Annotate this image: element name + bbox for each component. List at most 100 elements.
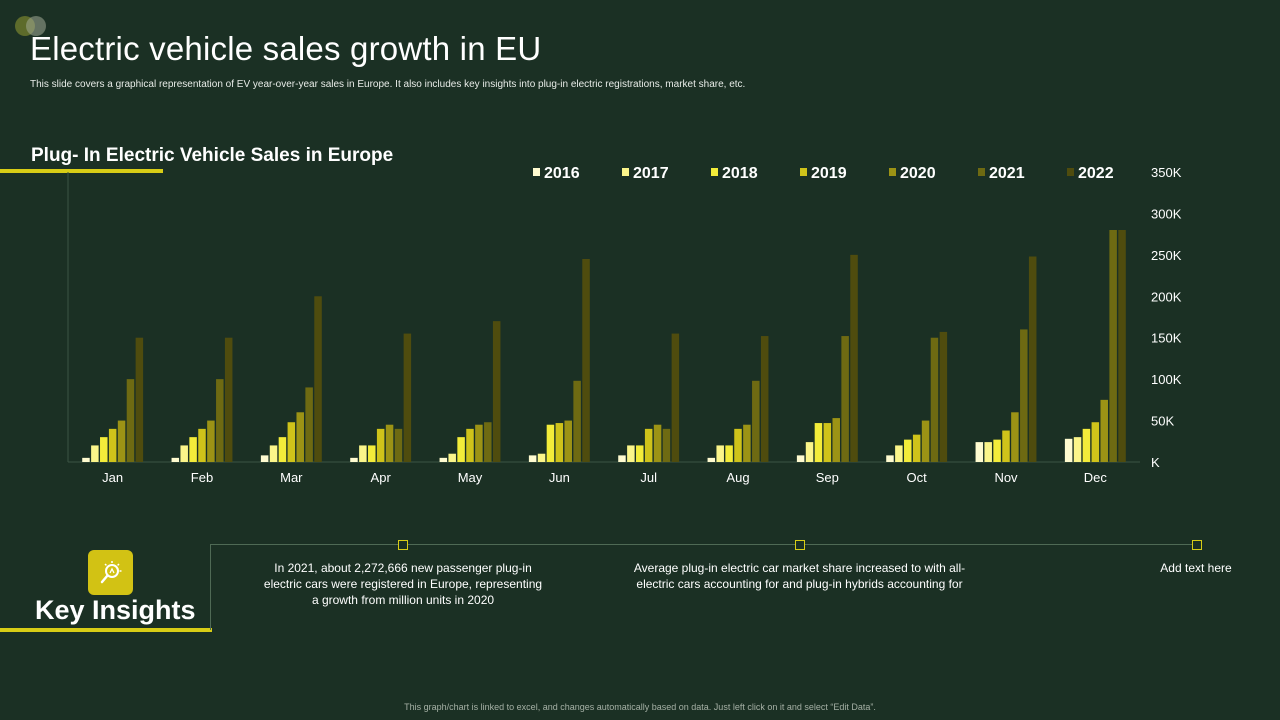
bar-2017-jan	[91, 445, 99, 462]
x-tick-label: Dec	[1084, 470, 1108, 485]
bar-2021-nov	[1020, 329, 1028, 462]
bar-2022-may	[492, 321, 501, 462]
bar-2016-dec	[1064, 438, 1073, 462]
bar-2017-oct	[895, 445, 903, 462]
bar-2019-jul	[644, 428, 653, 462]
legend-label: 2016	[544, 165, 580, 182]
bar-2016-jan	[82, 457, 90, 462]
legend-label: 2021	[989, 165, 1025, 182]
bar-2019-sep	[823, 423, 832, 462]
bar-2022-mar	[314, 296, 322, 462]
bar-2022-apr	[403, 333, 412, 462]
x-tick-label: May	[458, 470, 483, 485]
timeline-node	[1192, 540, 1202, 550]
y-tick-label: K	[1151, 455, 1160, 470]
lightbulb-search-icon	[100, 560, 121, 583]
bar-2019-may	[466, 428, 474, 462]
insight-text-2[interactable]: Average plug-in electric car market shar…	[633, 561, 966, 591]
bar-2022-jan	[135, 337, 144, 462]
bar-2019-jan	[108, 428, 117, 462]
insights-icon-box	[88, 550, 133, 595]
footer-note: This graph/chart is linked to excel, and…	[404, 702, 876, 712]
bar-2016-sep	[796, 455, 805, 462]
bar-2019-jun	[555, 423, 564, 462]
bar-2018-feb	[189, 437, 197, 462]
insights-divider	[210, 544, 211, 630]
bar-2018-dec	[1082, 428, 1091, 462]
bar-2019-aug	[734, 428, 742, 462]
bar-2017-nov	[984, 442, 992, 462]
bar-2016-mar	[260, 455, 269, 462]
bar-2018-jan	[100, 437, 108, 462]
bar-2018-mar	[278, 437, 287, 462]
bar-2020-dec	[1100, 399, 1108, 462]
bar-2017-jul	[627, 445, 635, 462]
x-tick-label: Jun	[549, 470, 570, 485]
x-tick-label: Nov	[994, 470, 1018, 485]
bar-2022-dec	[1118, 230, 1126, 462]
x-tick-label: Sep	[816, 470, 839, 485]
y-tick-label: 150K	[1151, 331, 1182, 346]
insights-timeline	[211, 544, 1197, 545]
page-title: Electric vehicle sales growth in EU	[30, 30, 542, 67]
legend-label: 2022	[1078, 165, 1114, 182]
legend-label: 2018	[722, 165, 758, 182]
bar-2021-aug	[752, 380, 760, 462]
bar-2020-apr	[385, 424, 394, 462]
legend-swatch-2017	[622, 168, 629, 176]
bar-2016-apr	[350, 457, 358, 462]
bar-2018-oct	[904, 439, 912, 462]
bar-2019-feb	[198, 428, 206, 462]
bar-2017-sep	[805, 442, 814, 462]
bar-2017-jun	[537, 453, 546, 462]
bar-2021-sep	[841, 336, 849, 462]
chart-title: Plug- In Electric Vehicle Sales in Europ…	[31, 145, 394, 166]
legend-label: 2019	[811, 165, 847, 182]
bar-2017-mar	[269, 445, 278, 462]
y-tick-label: 250K	[1151, 248, 1182, 263]
bar-2016-jul	[618, 455, 626, 462]
bar-2020-oct	[921, 420, 930, 462]
bar-2016-may	[439, 457, 448, 462]
bar-2020-aug	[743, 424, 751, 462]
sales-bar-chart[interactable]: K 50K 100K 150K 200K 250K 300K 350K Jan Feb Mar Apr…	[0, 150, 1280, 495]
bar-2021-jul	[662, 428, 671, 462]
x-tick-label: Jan	[102, 470, 123, 485]
bar-2021-jun	[573, 380, 581, 462]
bar-2021-jan	[126, 379, 135, 462]
bar-2018-sep	[814, 423, 823, 462]
bar-2019-nov	[1002, 430, 1010, 462]
legend-swatch-2022	[1067, 168, 1074, 176]
legend-swatch-2021	[978, 168, 985, 176]
bar-2020-mar	[296, 412, 304, 462]
x-tick-label: Feb	[191, 470, 213, 485]
legend-label: 2020	[900, 165, 936, 182]
bar-2018-jul	[636, 445, 644, 462]
bar-2022-aug	[760, 336, 769, 462]
bar-2022-jul	[671, 333, 680, 462]
insight-text-3[interactable]: Add text here	[1160, 561, 1232, 575]
bar-2021-oct	[930, 337, 939, 462]
bar-2016-nov	[975, 442, 984, 462]
brand-logo	[15, 16, 51, 38]
y-tick-label: 350K	[1151, 165, 1182, 180]
bar-2020-jun	[564, 420, 572, 462]
bar-2021-dec	[1109, 230, 1117, 462]
bar-2017-aug	[716, 445, 724, 462]
bar-2021-may	[484, 422, 492, 462]
y-tick-label: 50K	[1151, 414, 1174, 429]
bar-2022-jun	[582, 259, 590, 462]
insight-text-1[interactable]: In 2021, about 2,272,666 new passenger p…	[263, 561, 543, 607]
bar-2021-mar	[305, 387, 313, 462]
bar-2020-may	[475, 424, 483, 462]
legend-label: 2017	[633, 165, 669, 182]
bar-2020-sep	[832, 418, 840, 462]
bar-2022-feb	[224, 337, 233, 462]
insights-title: Key Insights	[35, 595, 196, 625]
timeline-node	[398, 540, 408, 550]
bar-2016-aug	[707, 457, 716, 462]
insights-underline	[0, 628, 212, 632]
bar-2019-oct	[912, 434, 921, 462]
bar-2021-feb	[216, 379, 224, 462]
bar-2020-jul	[653, 424, 662, 462]
